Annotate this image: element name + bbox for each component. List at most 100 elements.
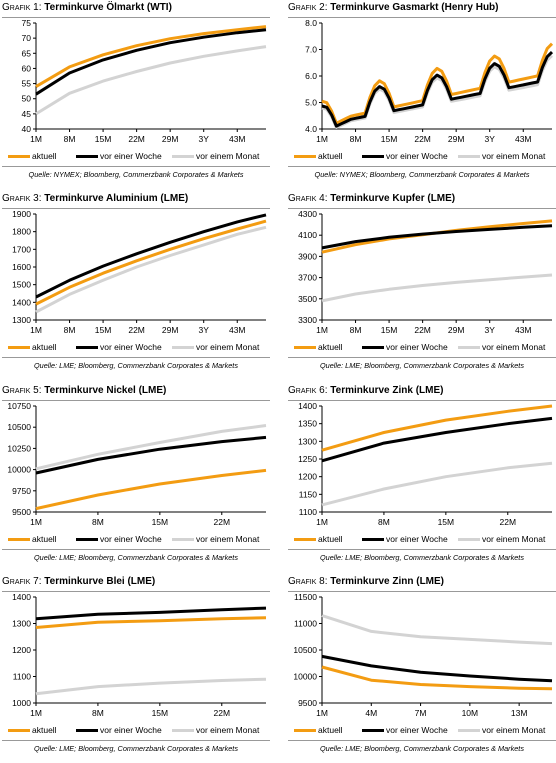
source-note: Quelle: LME; Bloomberg, Commerzbank Corp… (34, 361, 238, 370)
x-tick-label: 15M (95, 134, 112, 144)
series-line-aktuell (35, 25, 267, 88)
line-chart: 9500 10000 10500 11000 11500 1M 4M 7M 10M 13M (293, 593, 553, 718)
legend-item-woche: vor einer Woche (76, 342, 162, 354)
divider (2, 400, 270, 401)
chart-title: Grafik 8: Terminkurve Zinn (LME) (288, 576, 556, 590)
y-tick-label: 4100 (298, 230, 317, 240)
y-tick-label: 7.0 (305, 45, 317, 55)
y-tick-label: 3300 (298, 315, 317, 325)
line-chart: 1000 1100 1200 1300 1400 1M 8M 15M 22M (12, 593, 267, 718)
legend: aktuell vor einer Woche vor einem Monat (2, 342, 270, 354)
series-line-aktuell (321, 219, 553, 254)
y-tick-label: 9750 (12, 486, 31, 496)
chart-panel-4: Grafik 4: Terminkurve Kupfer (LME) 3300 3… (288, 193, 556, 378)
y-tick-label: 45 (22, 109, 32, 119)
line-chart: 40 45 50 55 60 65 70 75 1M 8M 15M 22M 29M 3Y 43M (22, 19, 267, 144)
series-line-aktuell (321, 404, 553, 452)
x-tick-label: 3Y (485, 134, 496, 144)
source-note: Quelle: LME; Bloomberg, Commerzbank Corp… (320, 553, 524, 562)
y-tick-label: 1400 (12, 593, 31, 602)
divider (2, 357, 270, 358)
x-tick-label: 43M (515, 134, 532, 144)
x-tick-label: 22M (414, 134, 431, 144)
x-tick-label: 8M (378, 517, 390, 527)
x-tick-label: 1M (316, 517, 328, 527)
y-tick-label: 1200 (298, 472, 317, 482)
x-tick-label: 22M (128, 325, 145, 335)
chart-title-text: Terminkurve Zink (LME) (330, 385, 444, 396)
y-tick-label: 10000 (7, 465, 31, 475)
legend: aktuell vor einer Woche vor einem Monat (288, 534, 556, 546)
x-tick-label: 1M (316, 134, 328, 144)
chart-panel-8: Grafik 8: Terminkurve Zinn (LME) 9500 100… (288, 576, 556, 761)
x-tick-label: 22M (499, 517, 516, 527)
y-tick-label: 1400 (12, 297, 31, 307)
divider (288, 400, 556, 401)
legend-item-woche: vor einer Woche (362, 151, 448, 163)
x-tick-label: 43M (515, 325, 532, 335)
source-note: Quelle: NYMEX; Bloomberg, Commerzbank Co… (28, 170, 244, 179)
x-tick-label: 3Y (199, 325, 210, 335)
series-line-monat (321, 273, 553, 303)
chart-caption: Grafik 8: (288, 576, 328, 587)
y-tick-label: 4300 (298, 210, 317, 219)
x-tick-label: 10M (462, 708, 479, 718)
x-tick-label: 8M (350, 134, 362, 144)
chart-title-text: Terminkurve Ölmarkt (WTI) (44, 2, 172, 13)
x-tick-label: 22M (213, 517, 230, 527)
x-tick-label: 43M (229, 134, 246, 144)
chart-title-text: Terminkurve Zinn (LME) (330, 576, 445, 587)
series-line-aktuell (35, 219, 267, 306)
x-tick-label: 7M (415, 708, 427, 718)
x-tick-label: 22M (128, 134, 145, 144)
x-tick-label: 3Y (485, 325, 496, 335)
chart-caption: Grafik 6: (288, 385, 328, 396)
y-tick-label: 8.0 (305, 19, 317, 28)
line-chart: 1100 1150 1200 1250 1300 1350 1400 1M 8M 15M 22M (298, 402, 553, 527)
y-tick-label: 10750 (7, 402, 31, 411)
x-tick-label: 1M (30, 708, 42, 718)
legend-item-aktuell: aktuell (294, 342, 343, 354)
y-tick-label: 1700 (12, 244, 31, 254)
x-tick-label: 15M (152, 708, 169, 718)
legend-item-aktuell: aktuell (8, 534, 57, 546)
x-tick-label: 29M (448, 134, 465, 144)
x-tick-label: 15M (381, 134, 398, 144)
y-tick-label: 1350 (298, 419, 317, 429)
chart-caption: Grafik 7: (2, 576, 42, 587)
legend-item-monat: vor einem Monat (458, 534, 545, 546)
y-tick-label: 3500 (298, 294, 317, 304)
chart-panel-1: Grafik 1: Terminkurve Ölmarkt (WTI) 40 45… (2, 2, 270, 187)
legend-item-aktuell: aktuell (8, 725, 57, 737)
series-line-aktuell (35, 468, 267, 511)
line-chart: 9500 9750 10000 10250 10500 10750 1M 8M 15M 22M (7, 402, 267, 527)
x-tick-label: 15M (152, 517, 169, 527)
x-tick-label: 13M (511, 708, 528, 718)
series-line-monat (35, 424, 267, 471)
line-chart: 4.0 5.0 6.0 7.0 8.0 1M 8M 15M 22M 29M 3Y 43M (305, 19, 554, 144)
y-tick-label: 1300 (12, 315, 31, 325)
chart-panel-2: Grafik 2: Terminkurve Gasmarkt (Henry Hu… (288, 2, 556, 187)
y-tick-label: 6.0 (305, 71, 317, 81)
legend-item-woche: vor einer Woche (362, 342, 448, 354)
y-tick-label: 3700 (298, 273, 317, 283)
x-tick-label: 1M (316, 708, 328, 718)
chart-caption: Grafik 5: (2, 385, 42, 396)
legend-item-monat: vor einem Monat (458, 725, 545, 737)
chart-title: Grafik 6: Terminkurve Zink (LME) (288, 385, 556, 399)
divider (288, 549, 556, 550)
series-line-woche (321, 416, 553, 463)
legend-item-aktuell: aktuell (294, 151, 343, 163)
chart-panel-7: Grafik 7: Terminkurve Blei (LME) 1000 110… (2, 576, 270, 761)
legend-item-woche: vor einer Woche (76, 151, 162, 163)
divider (2, 208, 270, 209)
divider (288, 166, 556, 167)
legend-item-monat: vor einem Monat (458, 342, 545, 354)
series-line-woche (35, 213, 267, 299)
y-tick-label: 75 (22, 19, 32, 28)
x-tick-label: 1M (30, 517, 42, 527)
y-tick-label: 1100 (299, 507, 318, 517)
legend-item-monat: vor einem Monat (172, 534, 259, 546)
chart-panel-3: Grafik 3: Terminkurve Aluminium (LME) 13… (2, 193, 270, 378)
legend-item-monat: vor einem Monat (172, 342, 259, 354)
